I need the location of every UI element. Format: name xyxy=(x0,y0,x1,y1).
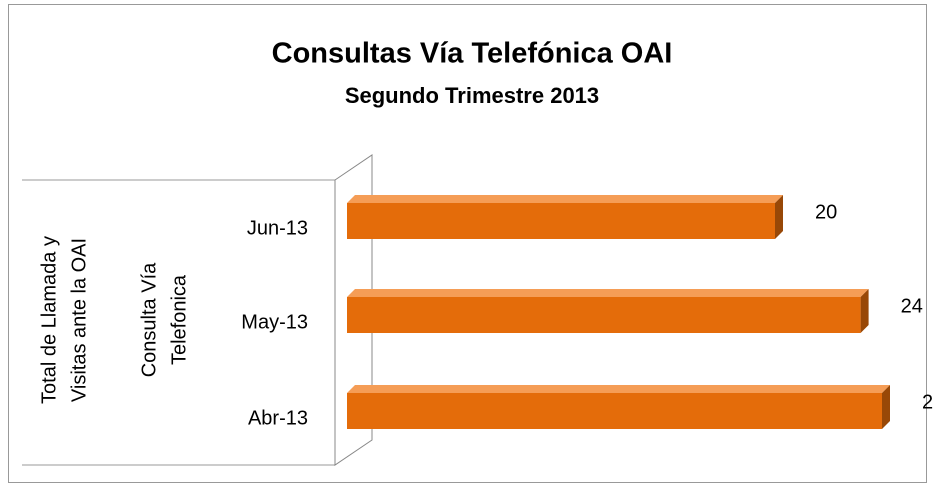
y-tick-label: Abr-13 xyxy=(248,407,308,429)
bar-side xyxy=(775,195,783,239)
data-label: 25 xyxy=(922,391,933,413)
bar-top xyxy=(347,195,783,203)
bar xyxy=(347,195,783,239)
bar-front xyxy=(347,393,882,429)
bar-front xyxy=(347,297,861,333)
group-label: Consulta Vía xyxy=(138,262,160,377)
bar-side xyxy=(860,289,869,333)
chart-subtitle: Segundo Trimestre 2013 xyxy=(345,83,599,108)
bar-top xyxy=(347,289,869,297)
bar xyxy=(347,385,890,429)
chart-title: Consultas Vía Telefónica OAI xyxy=(272,38,673,70)
y-tick-label: Jun-13 xyxy=(247,217,308,239)
bar-side xyxy=(882,385,890,429)
y-tick-label: May-13 xyxy=(241,311,308,333)
bar-top xyxy=(347,385,890,393)
bar xyxy=(347,289,869,333)
data-label: 24 xyxy=(901,295,923,317)
data-label: 20 xyxy=(815,201,837,223)
bar-front xyxy=(347,203,775,239)
group-label: Telefonica xyxy=(168,274,190,365)
group-label: Visitas ante la OAI xyxy=(68,238,90,402)
group-label: Total de Llamada y xyxy=(38,236,60,404)
